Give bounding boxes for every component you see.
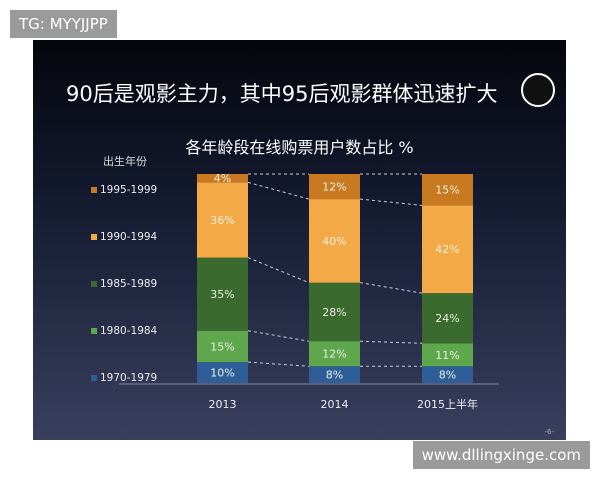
legend-label: 1990-1994: [100, 231, 158, 243]
data-label: 36%: [210, 214, 234, 227]
connector-line: [247, 330, 310, 342]
legend-swatch: [91, 234, 97, 240]
data-label: 28%: [322, 306, 346, 319]
data-label: 10%: [210, 367, 234, 380]
legend-label: 1995-1999: [100, 184, 158, 196]
x-tick-label: 2015上半年: [417, 397, 478, 411]
legend-item: 1980-1984: [91, 325, 157, 337]
connector-line: [359, 198, 423, 206]
data-label: 4%: [214, 172, 231, 185]
page-number: -6-: [544, 428, 554, 436]
connector-line: [247, 361, 310, 367]
bar-segment: [422, 205, 473, 294]
x-tick-label: 2013: [209, 398, 237, 411]
data-label: 42%: [435, 243, 459, 256]
legend-label: 1985-1989: [100, 278, 158, 290]
bar-segment: [309, 341, 360, 367]
bar-segment: [309, 282, 360, 342]
bar-segment: [309, 174, 360, 200]
chart-title: 各年龄段在线购票用户数占比 %: [185, 138, 414, 157]
legend-swatch: [91, 281, 97, 287]
connector-line: [359, 340, 423, 344]
data-label: 35%: [210, 288, 234, 301]
slide-title: 90后是观影主力，其中95后观影群体迅速扩大: [66, 82, 498, 106]
bar-segment: [422, 366, 473, 383]
data-label: 15%: [435, 184, 459, 197]
legend-item: 1990-1994: [91, 231, 157, 243]
slide: 90后是观影主力，其中95后观影群体迅速扩大 各年龄段在线购票用户数占比 % 出…: [33, 40, 566, 440]
bar-segment: [309, 366, 360, 383]
legend-swatch: [91, 187, 97, 193]
bar-segment: [197, 257, 248, 331]
legend-swatch: [91, 328, 97, 334]
connector-line: [359, 282, 423, 294]
data-label: 8%: [326, 369, 343, 382]
legend-swatch: [91, 375, 97, 381]
data-label: 11%: [435, 349, 459, 362]
bar-segment: [197, 182, 248, 258]
bar-segment: [197, 330, 248, 363]
legend-label: 1970-1979: [100, 372, 158, 384]
bar-segment: [422, 174, 473, 206]
data-label: 40%: [322, 235, 346, 248]
x-tick-label: 2014: [321, 398, 349, 411]
bar-segment: [197, 174, 248, 183]
data-label: 24%: [435, 312, 459, 325]
data-label: 8%: [439, 369, 456, 382]
data-label: 15%: [210, 340, 234, 353]
bar-segment: [422, 293, 473, 344]
bar-segment: [422, 343, 473, 367]
connector-line: [247, 181, 310, 200]
data-label: 12%: [322, 348, 346, 361]
legend-item: 1985-1989: [91, 278, 157, 290]
legend-title: 出生年份: [103, 155, 147, 168]
legend-label: 1980-1984: [100, 325, 158, 337]
legend-item: 1970-1979: [91, 372, 157, 384]
watermark-bottom: www.dllingxinge.com: [412, 441, 590, 469]
connector-line: [247, 257, 310, 284]
legend-item: 1995-1999: [91, 184, 157, 196]
chart: 10% 15% 35% 36% 4% 2013 8% 12% 28% 40% 12% 2014 8% 11…: [119, 172, 499, 411]
watermark-top: TG: MYYJJPP: [10, 10, 117, 38]
bar-segment: [197, 362, 248, 383]
data-label: 12%: [322, 181, 346, 194]
bar-segment: [309, 199, 360, 283]
cat-logo-icon: [521, 73, 555, 107]
